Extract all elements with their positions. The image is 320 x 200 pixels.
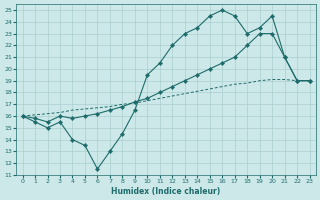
X-axis label: Humidex (Indice chaleur): Humidex (Indice chaleur): [111, 187, 221, 196]
